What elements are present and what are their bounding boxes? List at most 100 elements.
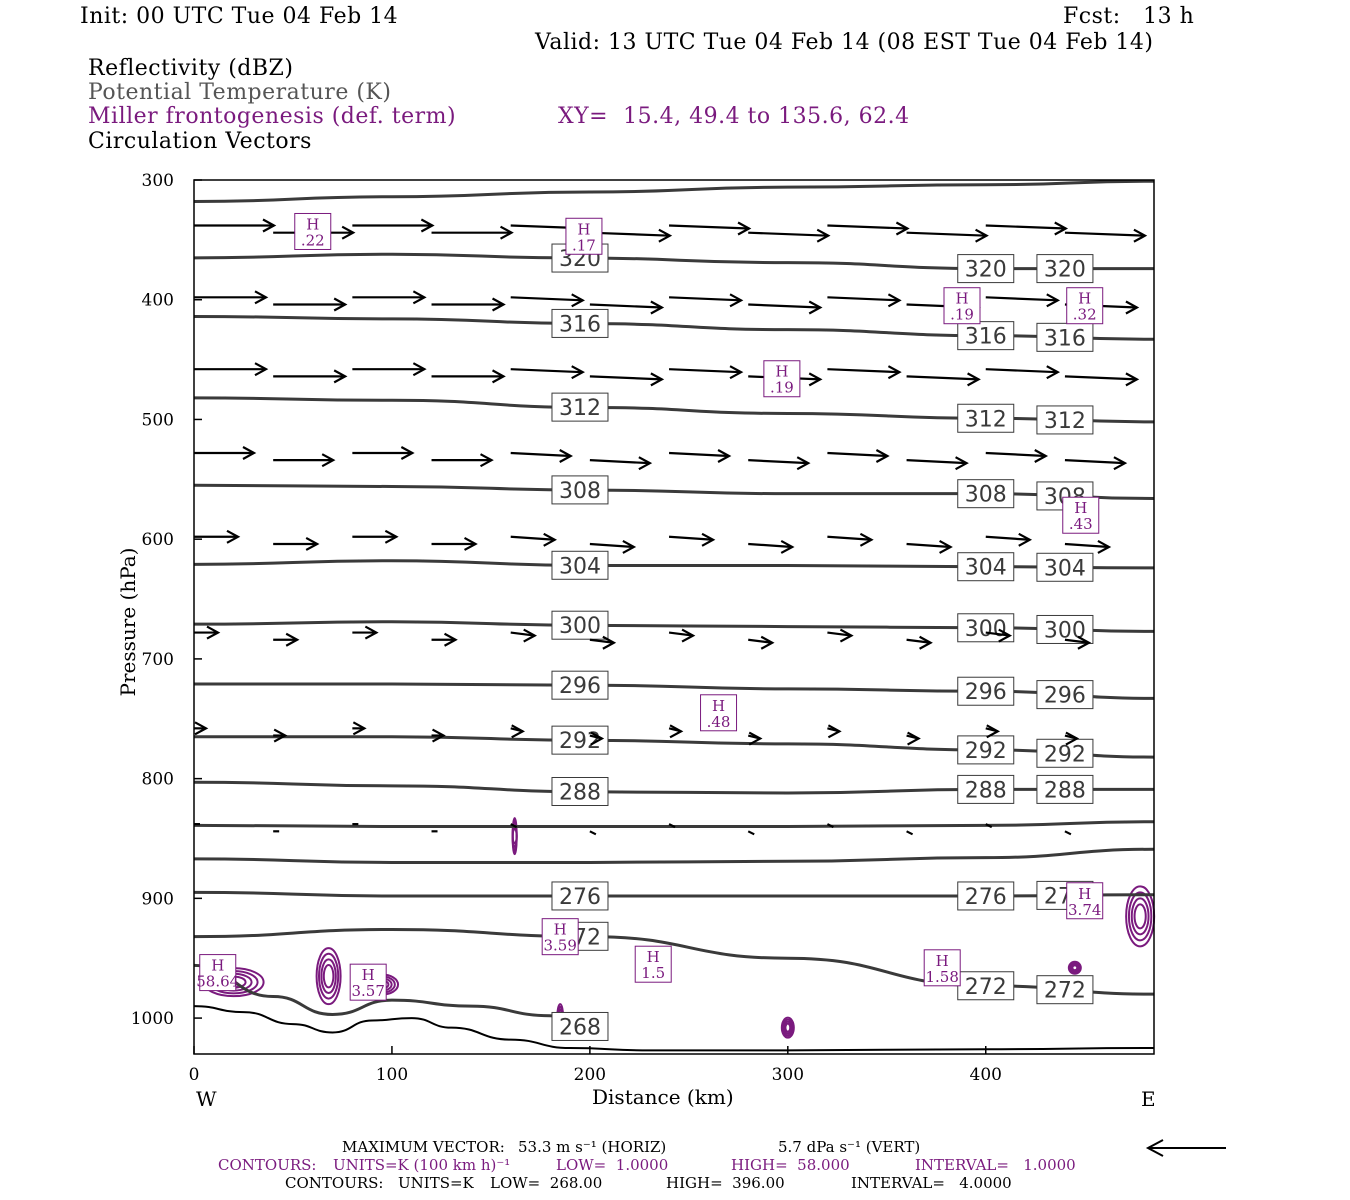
vector-head-1-5 [650, 300, 665, 315]
vector-head-3-1 [321, 453, 336, 468]
fronto-max-box-7 [1066, 882, 1104, 920]
vector-head-6-0 [194, 721, 209, 736]
vector-3-10 [985, 451, 1046, 458]
vector-7-7 [747, 830, 755, 836]
theta-label-box-276-0 [551, 881, 609, 911]
forecast-hour: Fcst: 13 h [1063, 4, 1195, 29]
vector-head-4-7 [780, 540, 795, 554]
reflectivity-contour-6-2 [1130, 897, 1150, 936]
fronto-max-box-8 [541, 918, 579, 956]
theta-label-288-1: 288 [965, 778, 1007, 803]
fronto-max-letter-2: H [955, 290, 968, 308]
theta-contours-low: LOW= 268.00 [490, 1174, 603, 1192]
fronto-max-letter-1: H [577, 220, 590, 238]
vector-head-3-4 [559, 449, 573, 463]
y-tick-label-900: 900 [142, 889, 174, 909]
fronto-max-value-6: .48 [707, 713, 731, 731]
theta-label-320-2: 320 [1044, 258, 1086, 283]
vector-4-9 [906, 542, 951, 549]
vector-head-3-2 [400, 446, 415, 460]
vector-head-2-9 [967, 372, 981, 387]
fronto-contours-label: CONTOURS: [218, 1156, 317, 1174]
theta-label-box-312-1 [957, 403, 1015, 433]
fronto-max-value-3: .32 [1073, 306, 1097, 324]
reflectivity-contour-7-3 [1071, 964, 1079, 972]
vector-0-5 [589, 231, 670, 237]
vector-head-1-2 [412, 290, 427, 305]
x-tick-label-100: 100 [376, 1065, 408, 1085]
vector-7-8 [826, 823, 834, 829]
vector-4-5 [589, 542, 634, 549]
vector-4-4 [510, 535, 555, 541]
vector-head-1-10 [1046, 293, 1061, 308]
x-axis-west-label: W [196, 1087, 217, 1111]
theta-label-box-296-1 [957, 676, 1015, 706]
vector-1-4 [510, 296, 583, 302]
max-vector-horizontal: 53.3 m s⁻¹ (HORIZ) [518, 1138, 667, 1156]
vector-head-5-6 [681, 628, 696, 643]
y-tick-label-500: 500 [142, 410, 174, 430]
theta-label-312-0: 312 [559, 396, 601, 421]
vector-2-5 [589, 375, 662, 381]
fronto-max-box-6 [700, 694, 738, 732]
cross-section-endpoints: XY= 15.4, 49.4 to 135.6, 62.4 [558, 104, 910, 129]
theta-contours-interval: INTERVAL= 4.0000 [851, 1174, 1012, 1192]
vector-head-3-11 [1113, 456, 1128, 471]
vector-2-6 [669, 368, 742, 374]
theta-label-276-1: 276 [965, 885, 1007, 910]
field-reflectivity: Reflectivity (dBZ) [88, 56, 294, 81]
vector-1-10 [985, 296, 1058, 302]
vector-3-11 [1064, 459, 1125, 465]
field-frontogenesis: Miller frontogenesis (def. term) [88, 104, 457, 129]
y-tick-label-700: 700 [142, 650, 174, 670]
fronto-max-letter-4: H [775, 363, 788, 381]
vector-7-11 [1064, 830, 1072, 836]
reflectivity-contour-1-2 [320, 958, 337, 994]
vector-0-9 [906, 231, 987, 237]
vector-head-6-3 [431, 728, 446, 743]
vector-4-8 [827, 535, 872, 541]
terrain-layer [193, 1005, 1155, 1052]
vector-head-5-1 [285, 632, 300, 647]
theta-label-box-304-1 [957, 552, 1015, 582]
vector-head-4-8 [859, 532, 874, 547]
frontogenesis-maxima: H.22H.17H.19H.32H.19H.43H.48H3.74H3.59H1… [196, 212, 1104, 1001]
vector-head-1-7 [808, 300, 823, 315]
y-tick-label-1000: 1000 [131, 1009, 174, 1029]
theta-label-box-312-2 [1036, 405, 1094, 435]
vector-3-9 [906, 459, 967, 465]
vector-head-1-6 [729, 293, 744, 308]
x-tick-label-400: 400 [970, 1065, 1002, 1085]
theta-contour-268 [193, 963, 590, 1032]
theta-label-308-1: 308 [965, 483, 1007, 508]
vector-head-4-11 [1097, 540, 1112, 554]
vector-head-1-4 [571, 293, 585, 308]
field-potential-temperature: Potential Temperature (K) [88, 80, 392, 105]
theta-label-288-0: 288 [559, 781, 601, 806]
vector-head-0-6 [737, 221, 752, 236]
fronto-max-value-8: 3.59 [543, 937, 576, 955]
vector-head-0-2 [420, 218, 435, 233]
fronto-max-value-4: .19 [770, 379, 794, 397]
vector-head-6-9 [907, 731, 921, 746]
fronto-contours-interval: INTERVAL= 1.0000 [915, 1156, 1076, 1174]
theta-label-272-1: 272 [965, 975, 1007, 1000]
reflectivity-contour-1-0 [315, 947, 342, 1006]
reflectivity-contour-5-3 [511, 827, 518, 845]
vector-head-5-9 [919, 635, 933, 650]
vector-3-7 [748, 459, 809, 465]
fronto-max-letter-3: H [1078, 290, 1091, 308]
vector-head-2-4 [571, 365, 585, 380]
theta-label-308-0: 308 [559, 479, 601, 504]
fronto-max-letter-5: H [1074, 499, 1087, 517]
vector-head-4-9 [939, 540, 953, 554]
theta-label-272-2: 272 [1044, 979, 1086, 1004]
vector-head-2-5 [650, 372, 665, 387]
vector-head-3-3 [479, 453, 494, 468]
y-tick-label-800: 800 [142, 770, 174, 790]
plot-axes [193, 179, 1155, 1055]
theta-label-box-316-0 [551, 308, 609, 338]
theta-label-312-2: 312 [1044, 409, 1086, 434]
vector-3-4 [510, 451, 571, 458]
vector-0-6 [669, 224, 750, 230]
